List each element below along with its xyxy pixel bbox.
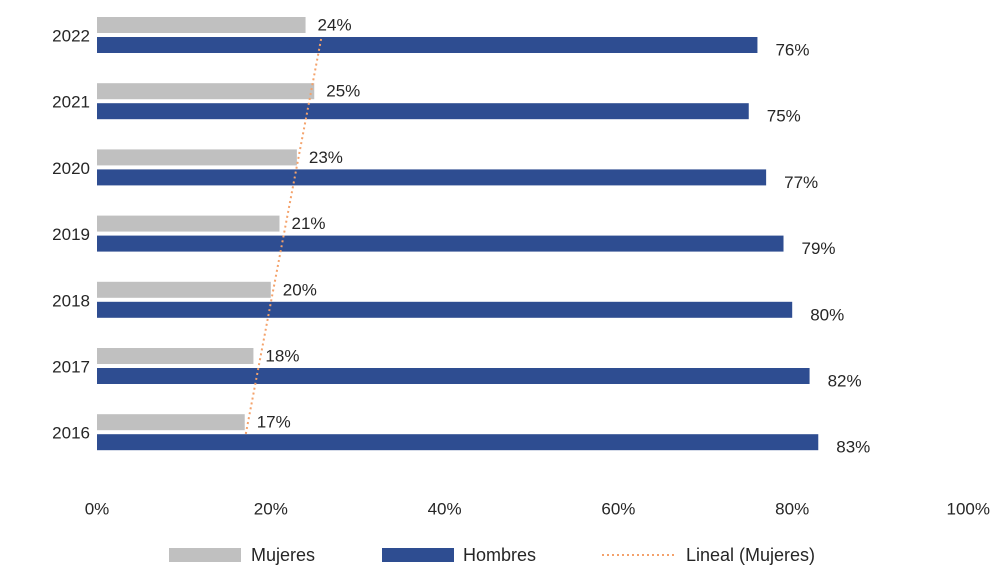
trendline-mujeres <box>244 38 323 437</box>
category-label-2021: 2021 <box>52 93 90 112</box>
x-tick-label-1: 20% <box>254 499 288 518</box>
bar-hombres-2016 <box>97 434 819 451</box>
x-tick-label-4: 80% <box>775 499 809 518</box>
data-label-mujeres-2022: 24% <box>318 15 352 34</box>
data-label-mujeres-2020: 23% <box>309 148 343 167</box>
data-label-mujeres-2017: 18% <box>265 346 299 365</box>
legend-label-trendline: Lineal (Mujeres) <box>686 545 815 565</box>
bar-mujeres-2021 <box>97 83 315 100</box>
data-label-hombres-2019: 79% <box>802 239 836 258</box>
x-tick-label-3: 60% <box>601 499 635 518</box>
bar-mujeres-2022 <box>97 17 306 33</box>
legend: Mujeres Hombres Lineal (Mujeres) <box>169 545 815 565</box>
category-label-2019: 2019 <box>52 225 90 244</box>
category-label-2018: 2018 <box>52 291 90 310</box>
data-label-hombres-2020: 77% <box>784 173 818 192</box>
bar-mujeres-2018 <box>97 281 271 298</box>
x-tick-label-0: 0% <box>85 499 110 518</box>
category-label-2016: 2016 <box>52 424 90 443</box>
bar-mujeres-2017 <box>97 348 254 364</box>
category-label-2022: 2022 <box>52 26 90 45</box>
category-label-2020: 2020 <box>52 159 90 178</box>
bar-hombres-2018 <box>97 301 793 318</box>
legend-label-hombres: Hombres <box>463 545 536 565</box>
data-label-mujeres-2019: 21% <box>291 214 325 233</box>
bar-hombres-2022 <box>97 37 758 53</box>
bar-hombres-2019 <box>97 235 784 252</box>
x-tick-label-5: 100% <box>947 499 990 518</box>
legend-swatch-mujeres <box>169 548 241 562</box>
data-label-hombres-2021: 75% <box>767 107 801 126</box>
bar-hombres-2020 <box>97 169 767 186</box>
data-label-hombres-2017: 82% <box>828 371 862 390</box>
bar-mujeres-2020 <box>97 149 297 166</box>
bar-mujeres-2016 <box>97 414 245 431</box>
x-tick-label-2: 40% <box>428 499 462 518</box>
data-label-hombres-2016: 83% <box>836 438 870 457</box>
data-label-hombres-2022: 76% <box>775 40 809 59</box>
bar-hombres-2017 <box>97 368 810 384</box>
data-label-mujeres-2021: 25% <box>326 82 360 101</box>
bar-hombres-2021 <box>97 103 749 120</box>
data-label-mujeres-2016: 17% <box>257 413 291 432</box>
data-label-hombres-2018: 80% <box>810 305 844 324</box>
bar-mujeres-2019 <box>97 215 280 232</box>
legend-label-mujeres: Mujeres <box>251 545 315 565</box>
legend-swatch-hombres <box>382 548 454 562</box>
category-label-2017: 2017 <box>52 357 90 376</box>
data-label-mujeres-2018: 20% <box>283 280 317 299</box>
